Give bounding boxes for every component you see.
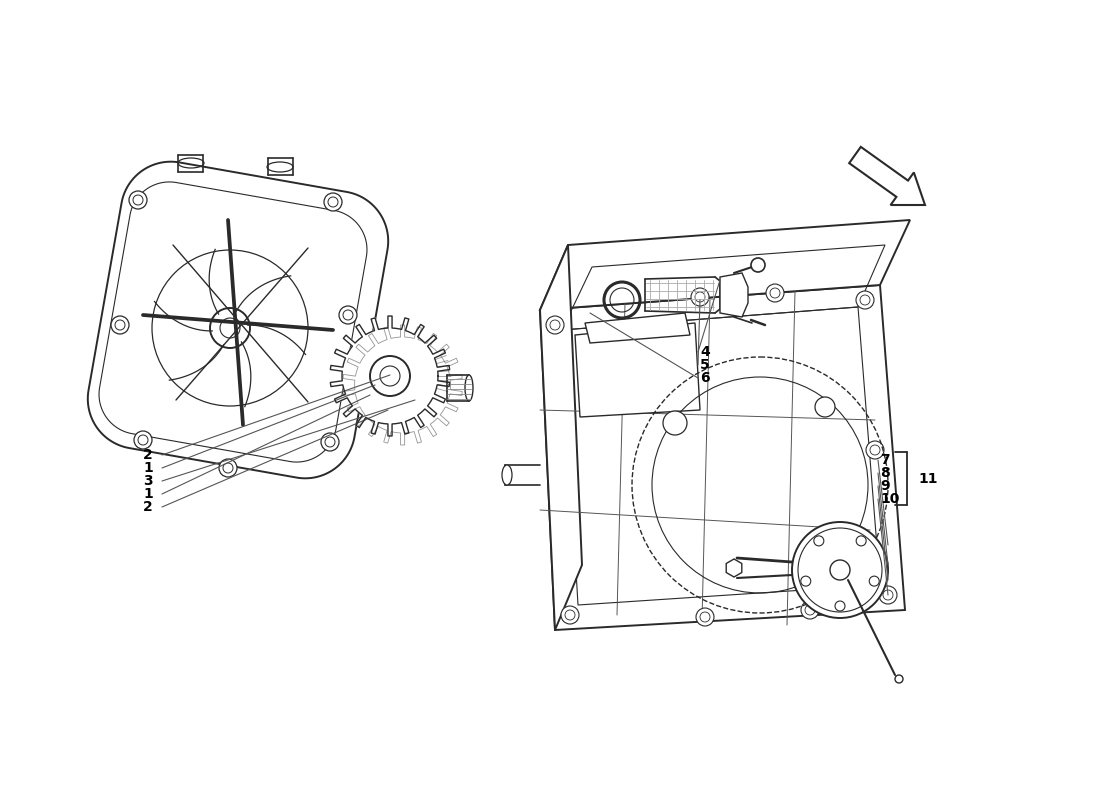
Ellipse shape [502,465,512,485]
Polygon shape [726,559,741,577]
Circle shape [546,316,564,334]
Circle shape [895,675,903,683]
Polygon shape [575,323,700,417]
Circle shape [879,586,896,604]
Text: 3: 3 [143,474,153,488]
Circle shape [321,433,339,451]
Text: 2: 2 [143,500,153,514]
Ellipse shape [465,375,473,401]
Circle shape [339,306,358,324]
Circle shape [691,288,710,306]
Circle shape [856,536,866,546]
Circle shape [751,258,764,272]
Ellipse shape [367,348,380,372]
Circle shape [561,606,579,624]
Text: 10: 10 [880,492,900,506]
Text: 2: 2 [143,448,153,462]
Circle shape [856,291,875,309]
Circle shape [792,522,888,618]
Circle shape [696,608,714,626]
Text: 4: 4 [700,345,710,359]
Circle shape [370,356,410,396]
Text: 1: 1 [143,461,153,475]
Text: 5: 5 [700,358,710,372]
Circle shape [814,536,824,546]
Circle shape [111,316,129,334]
Circle shape [324,193,342,211]
Text: 1: 1 [143,487,153,501]
Circle shape [866,441,884,459]
Text: 6: 6 [700,371,710,385]
Circle shape [379,366,400,386]
Polygon shape [540,220,910,310]
Text: 11: 11 [918,472,937,486]
Text: 8: 8 [880,466,890,480]
Text: 9: 9 [880,479,890,493]
Circle shape [869,576,879,586]
Circle shape [129,191,147,209]
Polygon shape [540,245,582,630]
Circle shape [663,411,688,435]
Circle shape [134,431,152,449]
Polygon shape [585,313,690,343]
Circle shape [815,397,835,417]
Polygon shape [88,162,388,478]
Text: 7: 7 [880,453,890,467]
Circle shape [766,284,784,302]
Polygon shape [540,285,905,630]
Circle shape [801,601,820,619]
Polygon shape [720,273,748,317]
Circle shape [801,576,811,586]
Circle shape [830,560,850,580]
Polygon shape [330,316,450,436]
Circle shape [835,601,845,611]
Circle shape [219,459,236,477]
